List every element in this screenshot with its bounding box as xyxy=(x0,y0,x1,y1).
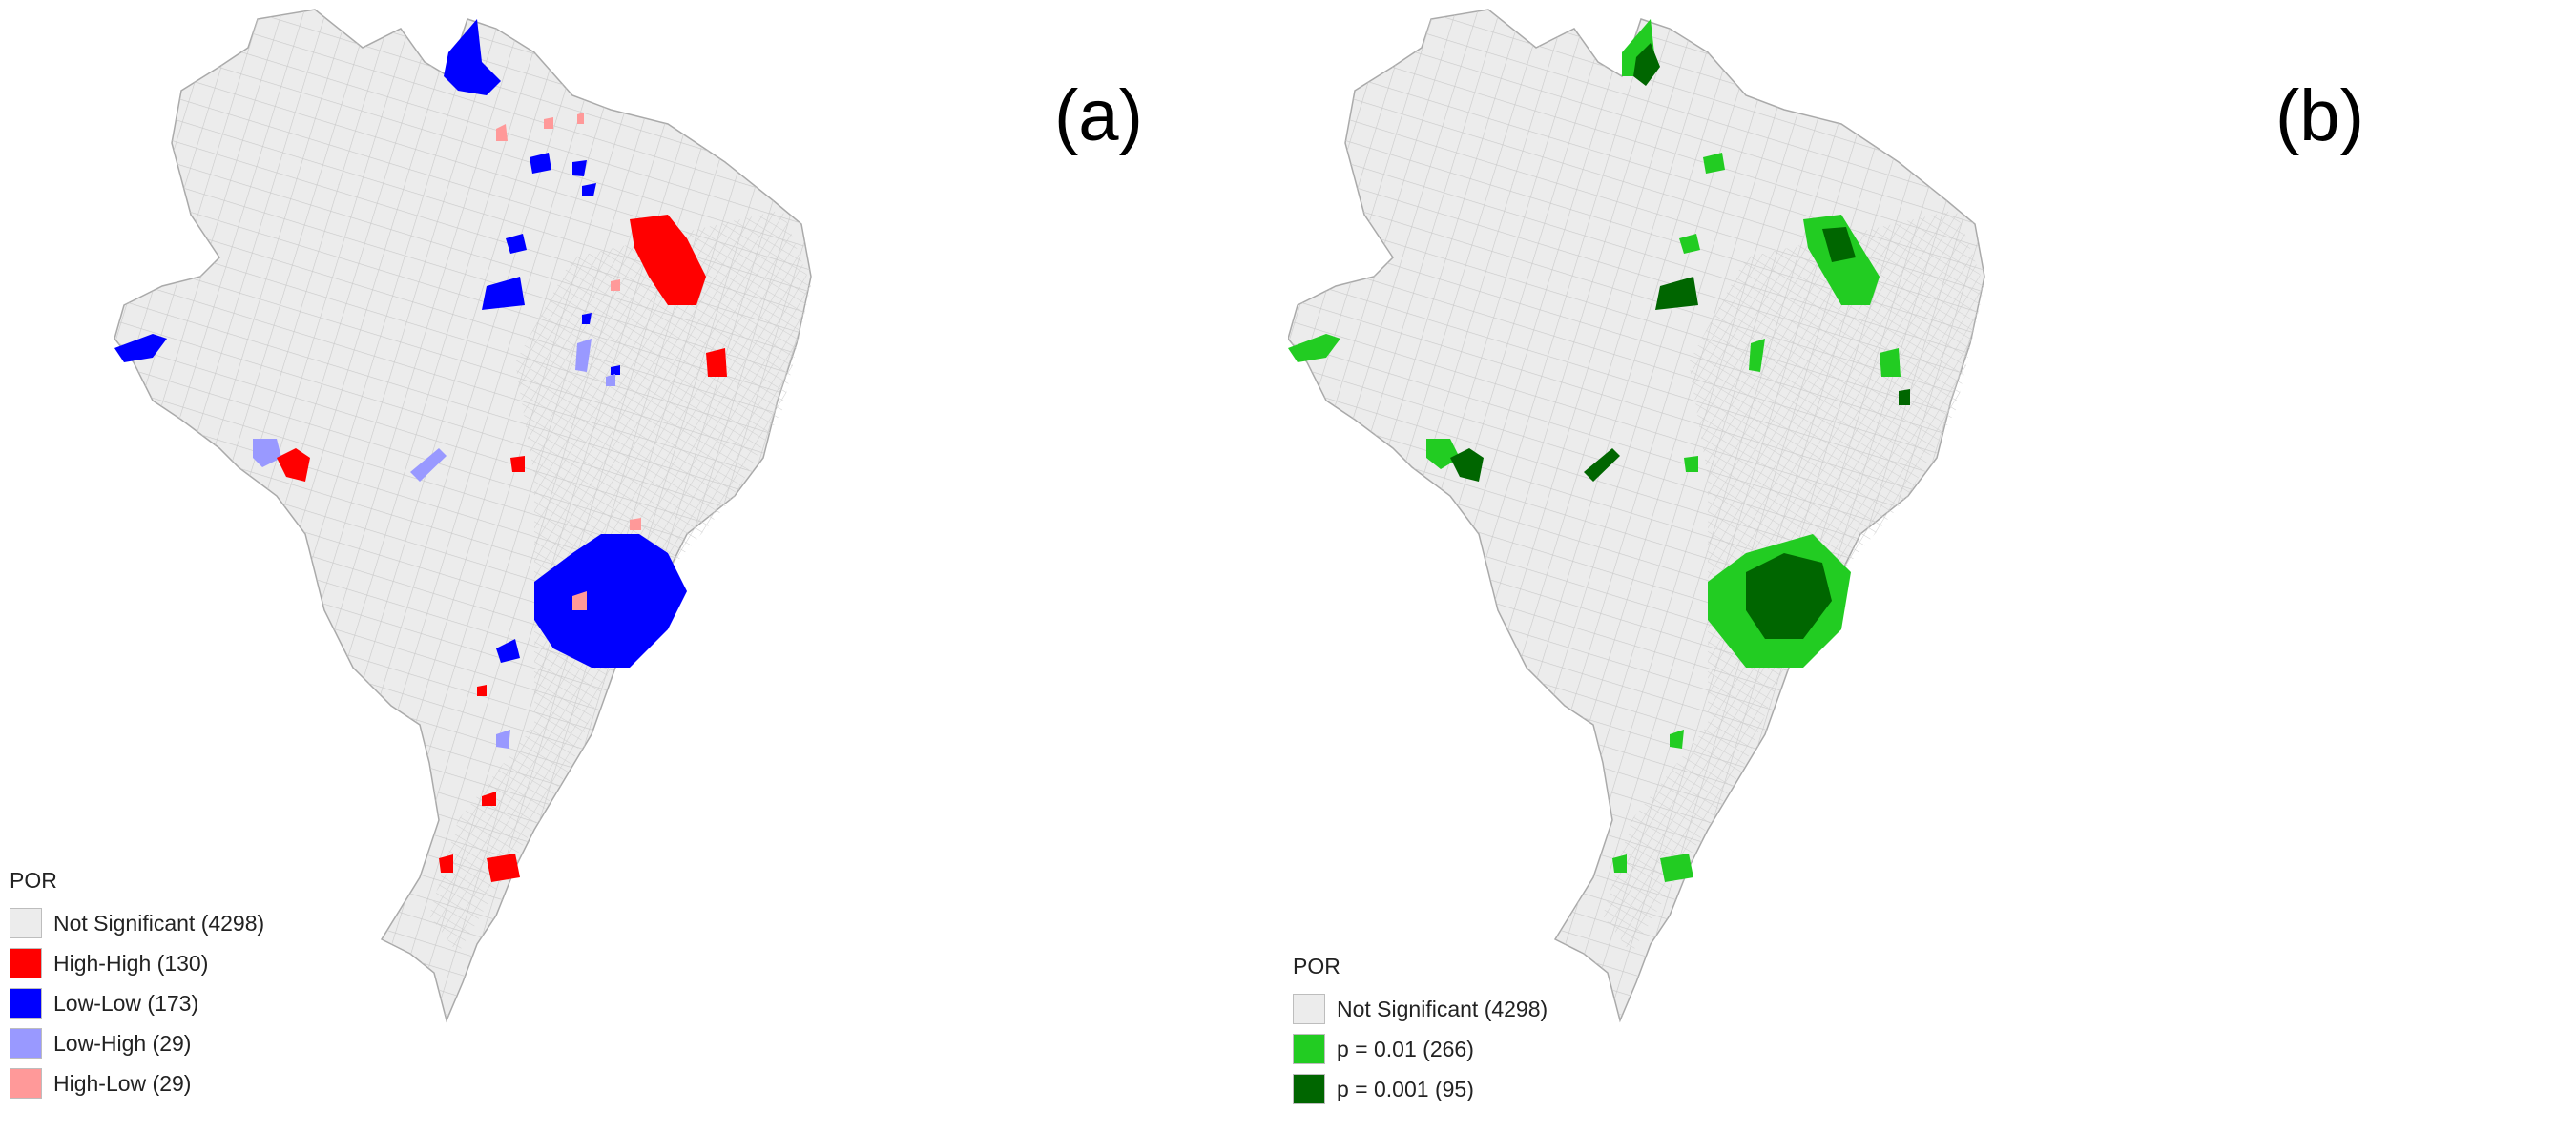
low-low-clusters xyxy=(114,19,687,668)
legend-label: p = 0.001 (95) xyxy=(1337,1076,1474,1101)
brazil-significance-map xyxy=(1288,9,1985,1023)
legend-title: POR xyxy=(10,868,57,893)
legend-swatch xyxy=(10,948,42,978)
legend-label: Not Significant (4298) xyxy=(53,910,265,936)
legend-item-not-significant: Not Significant (4298) xyxy=(1293,989,1548,1029)
map-panel-b: (b) POR Not Significant (4298) p = 0.01 … xyxy=(1288,0,2576,1132)
legend-swatch xyxy=(10,1028,42,1059)
legend-label: Not Significant (4298) xyxy=(1337,996,1548,1021)
legend-swatch xyxy=(1293,1034,1325,1064)
legend-swatch xyxy=(10,908,42,938)
legend-swatch xyxy=(1293,994,1325,1024)
legend-swatch xyxy=(10,1068,42,1099)
brazil-cluster-map xyxy=(114,9,812,1023)
legend-item-p-0001: p = 0.001 (95) xyxy=(1293,1069,1548,1109)
legend-label: High-Low (29) xyxy=(53,1070,192,1096)
legend-item-p-001: p = 0.01 (266) xyxy=(1293,1029,1548,1069)
legend: POR Not Significant (4298) High-High (13… xyxy=(10,868,264,1103)
high-low-clusters xyxy=(496,113,641,610)
legend-item-low-high: Low-High (29) xyxy=(10,1023,264,1063)
legend-label: High-High (130) xyxy=(53,950,209,976)
panel-label: (a) xyxy=(1054,75,1143,156)
legend-item-not-significant: Not Significant (4298) xyxy=(10,903,264,943)
legend-title: POR xyxy=(1293,954,1340,978)
legend-swatch xyxy=(10,988,42,1019)
high-high-clusters xyxy=(277,215,727,882)
map-panel-a: (a) POR Not Significant (4298) High-High… xyxy=(10,9,1143,1103)
low-high-clusters xyxy=(253,339,615,749)
legend-swatch xyxy=(1293,1074,1325,1104)
legend-label: Low-Low (173) xyxy=(53,990,199,1016)
legend: POR Not Significant (4298) p = 0.01 (266… xyxy=(1293,954,1548,1109)
significance-p001-regions xyxy=(1450,43,1910,639)
legend-label: p = 0.01 (266) xyxy=(1337,1036,1474,1061)
legend-item-high-low: High-Low (29) xyxy=(10,1063,264,1103)
legend-item-low-low: Low-Low (173) xyxy=(10,983,264,1023)
legend-item-high-high: High-High (130) xyxy=(10,943,264,983)
panel-label: (b) xyxy=(2275,75,2364,156)
legend-label: Low-High (29) xyxy=(53,1030,192,1056)
